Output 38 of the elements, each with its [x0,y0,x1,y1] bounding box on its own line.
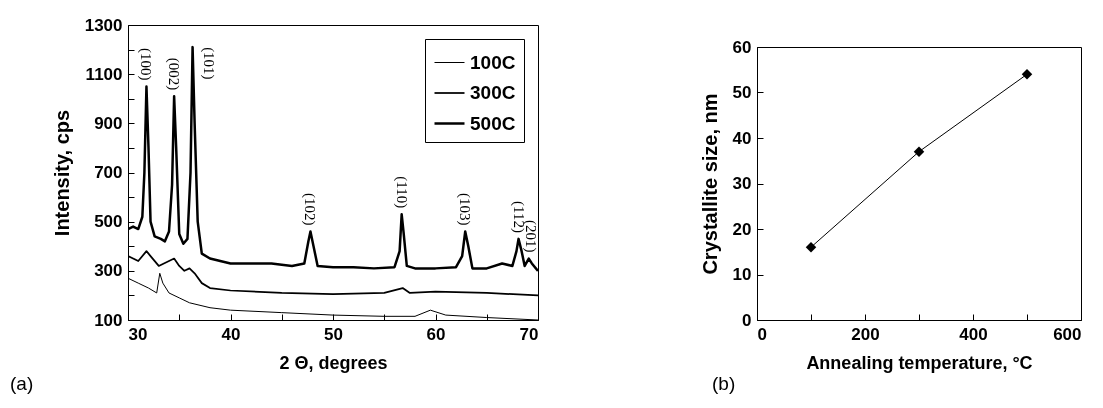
x-axis-title: Annealing temperature, °C [806,352,1033,373]
y-tick-label: 10 [732,265,752,284]
y-tick-label: 1300 [84,15,123,35]
annotation: (102) [301,193,319,226]
y-tick-label: 100 [94,310,123,330]
y-axis-title: Crystallite size, nm [698,93,721,275]
x-tick-label: 40 [221,324,241,344]
x-tick-label: 400 [959,324,988,344]
text: (b) [712,373,736,394]
legend-label: 300C [470,82,516,103]
y-tick-label: 700 [94,163,123,182]
legend-label: 100C [470,51,516,73]
y-tick-label: 300 [94,261,123,281]
annotation: (002) [165,57,183,91]
annotation: (110) [392,176,410,209]
y-axis-title: Intensity, cps [50,109,73,237]
y-tick-label: 1100 [85,64,123,84]
x-tick-label: 60 [426,324,446,344]
x-tick-label: 50 [324,324,343,344]
y-tick-label: 20 [732,219,752,239]
y-tick-label: 500 [94,212,123,232]
y-tick-label: 0 [742,310,752,330]
y-tick-label: 60 [732,37,752,57]
x-tick-label: 600 [1053,324,1082,344]
y-tick-label: 30 [732,174,752,193]
annotation: (103) [456,193,474,226]
text: (a) [10,373,34,394]
x-tick-label: 70 [519,324,539,344]
x-tick-label: 200 [851,324,880,344]
x-tick-label: 30 [128,324,148,344]
y-tick-label: 900 [94,113,123,133]
x-tick-label: 0 [757,324,767,344]
y-tick-label: 40 [732,128,752,148]
annotation: (100) [137,47,155,81]
y-tick-label: 50 [732,83,752,102]
x-axis-title: 2 Θ, degrees [279,352,388,373]
legend-label: 500C [470,112,516,134]
annotation: (101) [199,47,217,80]
